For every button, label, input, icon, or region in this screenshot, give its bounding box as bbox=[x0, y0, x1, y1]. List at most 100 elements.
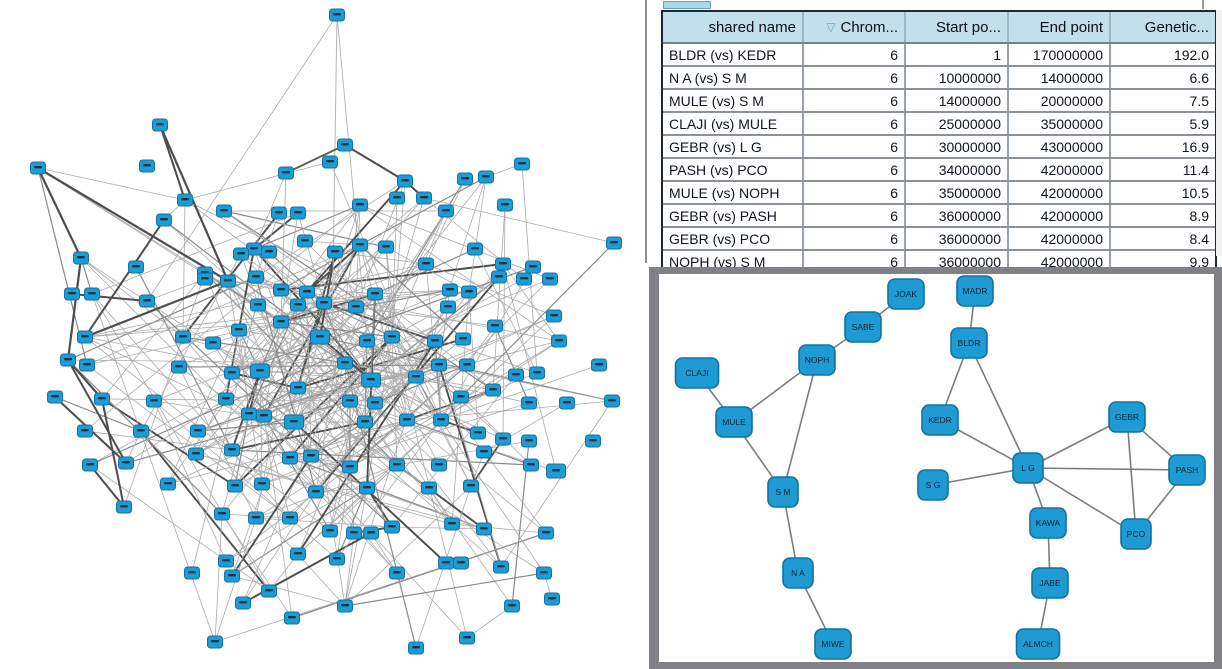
network-edge bbox=[344, 278, 551, 364]
node-shape[interactable] bbox=[1120, 518, 1152, 550]
column-header-startpo[interactable]: Start po... bbox=[906, 12, 1009, 42]
network-edge bbox=[238, 329, 291, 519]
table-row[interactable]: GEBR (vs) PCO 6 36000000 42000000 8.4 bbox=[663, 226, 1215, 249]
table-row[interactable]: CLAJI (vs) MULE 6 25000000 35000000 5.9 bbox=[663, 111, 1215, 134]
filter-icon[interactable]: ▽ bbox=[826, 20, 836, 34]
table-cell: 8.4 bbox=[1189, 230, 1209, 247]
table-row[interactable]: GEBR (vs) PASH 6 36000000 42000000 8.9 bbox=[663, 203, 1215, 226]
network-edge bbox=[231, 329, 240, 374]
attribute-table[interactable]: shared name ▽ Chrom... Start po... End point… bbox=[661, 10, 1217, 274]
column-header-chrom[interactable]: ▽ Chrom... bbox=[804, 12, 906, 42]
node-shape[interactable] bbox=[814, 628, 852, 660]
network-edge bbox=[483, 451, 547, 534]
network-edge bbox=[344, 532, 355, 607]
network-edge bbox=[370, 276, 500, 381]
network-edge bbox=[323, 302, 436, 342]
node-shape[interactable] bbox=[956, 275, 994, 307]
node-shape[interactable] bbox=[782, 557, 814, 589]
horizontal-scrollbar-thumb[interactable] bbox=[663, 1, 711, 9]
network-edge bbox=[329, 466, 351, 532]
table-row[interactable]: GEBR (vs) L G 6 30000000 43000000 16.9 bbox=[663, 134, 1215, 157]
network-node-s-g[interactable]: S G bbox=[917, 469, 949, 501]
column-header-endpoint[interactable]: End point bbox=[1009, 12, 1111, 42]
network-edge bbox=[336, 466, 351, 560]
network-edge bbox=[66, 257, 83, 361]
table-row[interactable]: BLDR (vs) KEDR 6 1 170000000 192.0 bbox=[663, 44, 1215, 65]
network-edge bbox=[423, 197, 615, 244]
node-label-glyph bbox=[474, 431, 482, 434]
network-node-almch[interactable]: ALMCH bbox=[1015, 628, 1061, 660]
subgraph-network-canvas[interactable]: JOAK MADR SABE BLDR NOPH CLAJI GEBR MULE KEDR L G… bbox=[659, 274, 1214, 662]
node-label-glyph bbox=[341, 604, 349, 607]
network-view-subgraph[interactable]: JOAK MADR SABE BLDR NOPH CLAJI GEBR MULE KEDR L G… bbox=[659, 274, 1214, 662]
network-node-s-m[interactable]: S M bbox=[767, 476, 799, 508]
network-edge bbox=[195, 340, 436, 455]
table-cell: 14000000 bbox=[906, 90, 1009, 111]
node-shape[interactable] bbox=[1012, 452, 1044, 484]
network-node-pash[interactable]: PASH bbox=[1168, 454, 1206, 486]
network-node-n-a[interactable]: N A bbox=[782, 557, 814, 589]
node-label-glyph bbox=[188, 571, 196, 574]
network-edge bbox=[253, 172, 287, 250]
network-node-l-g[interactable]: L G bbox=[1012, 452, 1044, 484]
node-label: SABE bbox=[852, 322, 875, 332]
network-node-mule[interactable]: MULE bbox=[715, 406, 753, 438]
table-row[interactable]: NOPH (vs) S M 6 36000000 42000000 9.9 bbox=[663, 249, 1215, 272]
node-shape[interactable] bbox=[715, 406, 753, 438]
node-shape[interactable] bbox=[1108, 401, 1146, 433]
column-header-genetic[interactable]: Genetic... bbox=[1111, 12, 1215, 42]
network-node-miwe[interactable]: MIWE bbox=[814, 628, 852, 660]
table-row[interactable]: MULE (vs) NOPH 6 35000000 42000000 10.5 bbox=[663, 180, 1215, 203]
network-node-sabe[interactable]: SABE bbox=[844, 311, 882, 343]
network-node-noph[interactable]: NOPH bbox=[798, 344, 836, 376]
node-shape[interactable] bbox=[1168, 454, 1206, 486]
table-row[interactable]: MULE (vs) S M 6 14000000 20000000 7.5 bbox=[663, 88, 1215, 111]
node-shape[interactable] bbox=[950, 327, 988, 359]
network-edge bbox=[84, 336, 331, 532]
network-node-kawa[interactable]: KAWA bbox=[1029, 507, 1067, 539]
node-label-glyph bbox=[431, 339, 439, 342]
node-shape[interactable] bbox=[798, 344, 836, 376]
node-shape[interactable] bbox=[674, 357, 720, 389]
node-shape[interactable] bbox=[767, 476, 799, 508]
network-node-kedr[interactable]: KEDR bbox=[921, 404, 959, 436]
network-node-pco[interactable]: PCO bbox=[1120, 518, 1152, 550]
network-edge bbox=[225, 464, 398, 562]
network-edge bbox=[253, 212, 299, 250]
network-edge bbox=[259, 304, 299, 372]
node-shape[interactable] bbox=[1029, 507, 1067, 539]
network-node-joak[interactable]: JOAK bbox=[887, 278, 925, 310]
main-network-canvas[interactable] bbox=[0, 0, 644, 669]
node-label-glyph bbox=[459, 337, 467, 340]
node-shape[interactable] bbox=[921, 404, 959, 436]
network-edge bbox=[344, 487, 368, 607]
node-shape[interactable] bbox=[917, 469, 949, 501]
node-label-glyph bbox=[235, 328, 243, 331]
network-node-claji[interactable]: CLAJI bbox=[674, 357, 720, 389]
table-row[interactable]: N A (vs) S M 6 10000000 14000000 6.6 bbox=[663, 65, 1215, 88]
node-shape[interactable] bbox=[1031, 567, 1069, 599]
table-row[interactable]: PASH (vs) PCO 6 34000000 42000000 11.4 bbox=[663, 157, 1215, 180]
network-edge bbox=[428, 487, 513, 607]
node-label-glyph bbox=[608, 399, 616, 402]
node-shape[interactable] bbox=[1015, 628, 1061, 660]
node-label: KEDR bbox=[928, 415, 952, 425]
network-edge bbox=[500, 400, 613, 568]
network-edge bbox=[289, 457, 398, 574]
node-label-glyph bbox=[333, 13, 341, 16]
network-node-madr[interactable]: MADR bbox=[956, 275, 994, 307]
node-label-glyph bbox=[350, 531, 358, 534]
network-edge bbox=[159, 124, 186, 201]
network-edge bbox=[37, 167, 82, 259]
node-shape[interactable] bbox=[887, 278, 925, 310]
network-node-bldr[interactable]: BLDR bbox=[950, 327, 988, 359]
column-header-sharedname[interactable]: shared name bbox=[663, 12, 804, 42]
node-label-glyph bbox=[164, 482, 172, 485]
network-node-gebr[interactable]: GEBR bbox=[1108, 401, 1146, 433]
network-edge bbox=[406, 419, 532, 466]
network-view-main[interactable] bbox=[0, 0, 644, 669]
network-node-jabe[interactable]: JABE bbox=[1031, 567, 1069, 599]
network-edge bbox=[84, 321, 282, 338]
node-shape[interactable] bbox=[844, 311, 882, 343]
vertical-scrollbar-track[interactable] bbox=[1216, 10, 1222, 256]
